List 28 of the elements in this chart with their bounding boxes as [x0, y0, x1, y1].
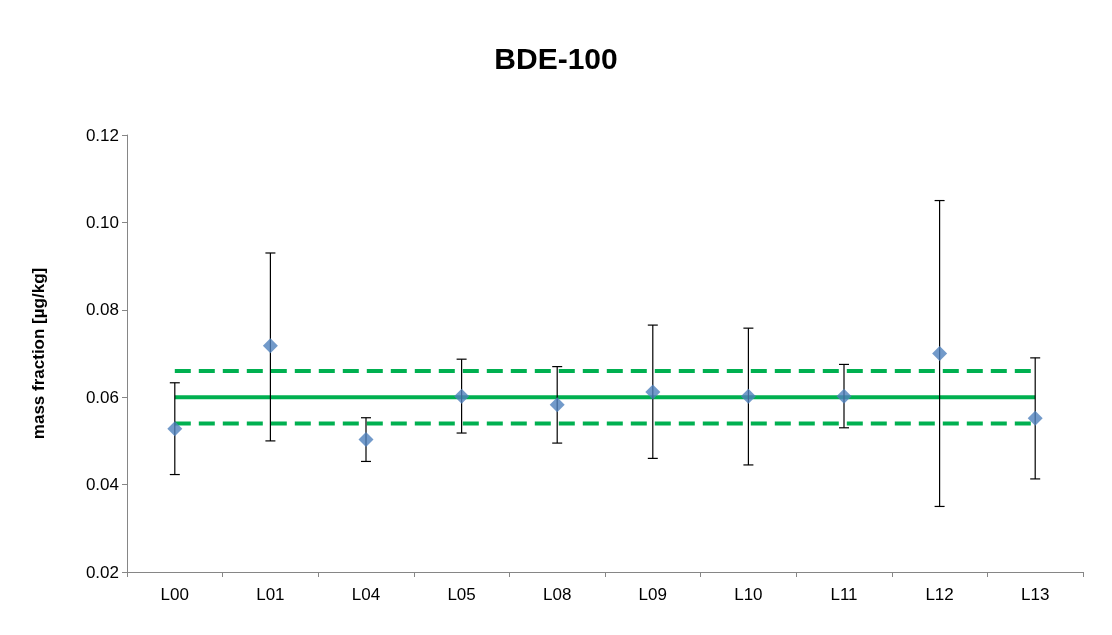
x-tick-label: L13 — [1021, 585, 1050, 604]
point — [932, 346, 948, 361]
point — [549, 397, 565, 413]
y-tick-label: 0.12 — [85, 125, 119, 145]
point — [454, 388, 470, 404]
point — [167, 421, 183, 437]
point — [645, 384, 661, 400]
x-tick-label: L09 — [638, 585, 667, 604]
point — [740, 388, 756, 404]
y-axis-title: mass fraction [µg/kg] — [29, 267, 48, 440]
x-tick-label: L05 — [447, 585, 476, 604]
x-tick-label: L11 — [830, 585, 858, 604]
y-tick-label: 0.08 — [85, 300, 119, 320]
x-tick-label: L01 — [256, 585, 285, 604]
y-tick-label: 0.06 — [85, 387, 119, 407]
point — [1027, 410, 1043, 426]
x-tick-label: L04 — [351, 585, 381, 604]
y-tick-label: 0.10 — [85, 212, 119, 232]
y-tick-label: 0.04 — [85, 475, 119, 495]
chart-title: BDE-100 — [494, 41, 618, 75]
point — [358, 432, 374, 448]
x-tick-label: L00 — [160, 585, 189, 604]
x-tick-label: L10 — [734, 585, 763, 604]
x-tick-label: L12 — [925, 585, 954, 604]
point — [262, 338, 278, 354]
point — [836, 388, 852, 404]
x-tick-label: L08 — [543, 585, 572, 604]
y-tick-label: 0.02 — [85, 562, 119, 582]
